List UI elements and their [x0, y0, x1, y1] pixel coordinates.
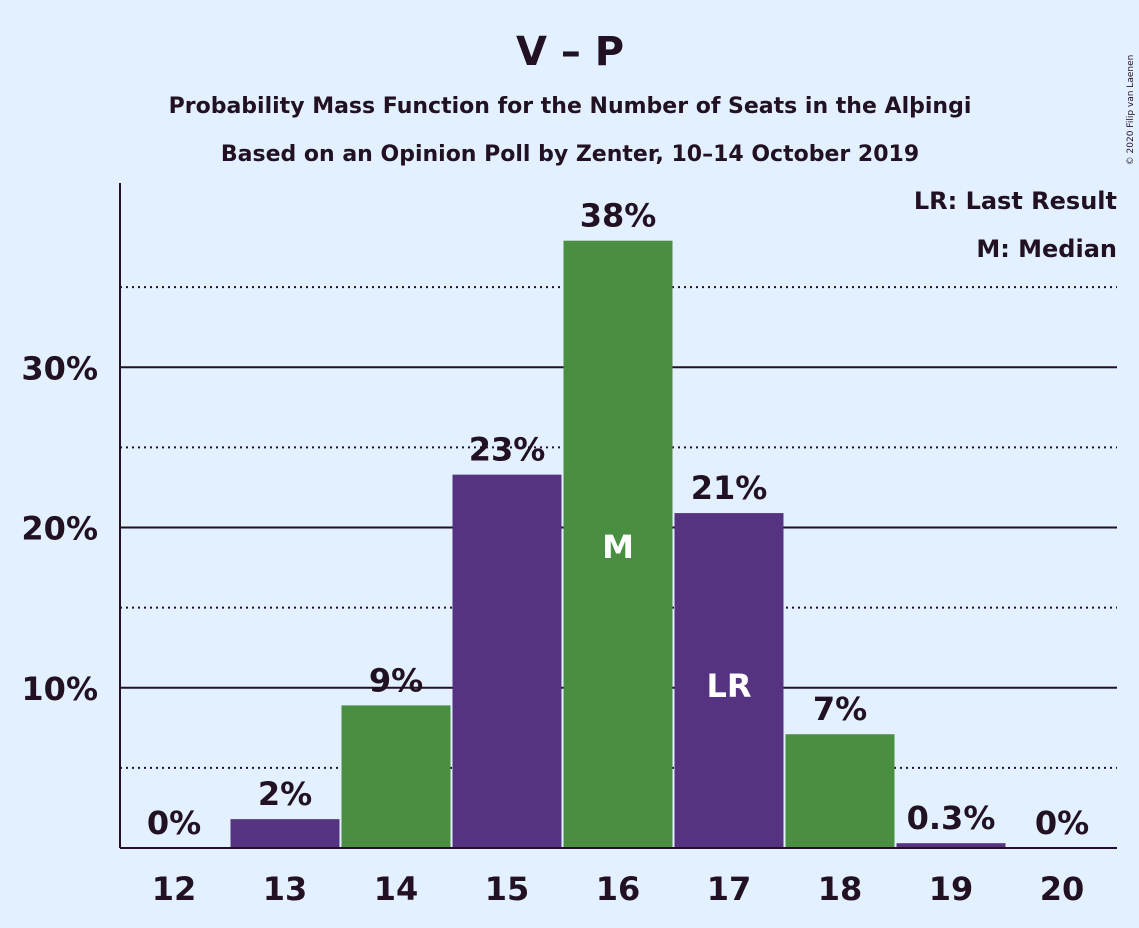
x-tick-label: 19	[929, 870, 974, 908]
x-tick-label: 13	[263, 870, 308, 908]
bar	[341, 705, 451, 848]
y-tick-label: 30%	[21, 349, 98, 387]
bar-value-label: 9%	[369, 661, 423, 699]
bar	[230, 819, 340, 848]
bar-value-label: 0%	[1035, 804, 1089, 842]
bar-value-label: 38%	[580, 197, 657, 235]
bar	[896, 843, 1006, 848]
bar	[563, 240, 673, 848]
x-tick-label: 16	[596, 870, 641, 908]
x-tick-label: 17	[707, 870, 752, 908]
bar-value-label: 0.3%	[907, 799, 996, 837]
copyright-note: © 2020 Filip van Laenen	[1126, 55, 1136, 166]
bar	[785, 734, 895, 848]
x-tick-label: 12	[152, 870, 197, 908]
x-tick-label: 20	[1040, 870, 1085, 908]
bar-value-label: 2%	[258, 775, 312, 813]
bar-value-label: 23%	[469, 431, 546, 469]
bar-value-label: 7%	[813, 690, 867, 728]
chart-title: V – P	[516, 29, 624, 75]
legend-median: M: Median	[976, 235, 1117, 263]
median-marker: M	[602, 528, 634, 566]
x-tick-label: 15	[485, 870, 530, 908]
chart-subtitle-2: Based on an Opinion Poll by Zenter, 10–1…	[221, 142, 919, 167]
bar	[452, 474, 562, 848]
y-tick-label: 10%	[21, 670, 98, 708]
bar-value-label: 21%	[691, 469, 768, 507]
x-tick-label: 18	[818, 870, 863, 908]
chart-subtitle: Probability Mass Function for the Number…	[169, 94, 972, 119]
bar-value-label: 0%	[147, 804, 201, 842]
legend-last-result: LR: Last Result	[914, 187, 1117, 215]
y-tick-label: 20%	[21, 510, 98, 548]
x-tick-label: 14	[374, 870, 419, 908]
last-result-marker: LR	[706, 667, 751, 705]
bar	[674, 513, 784, 848]
